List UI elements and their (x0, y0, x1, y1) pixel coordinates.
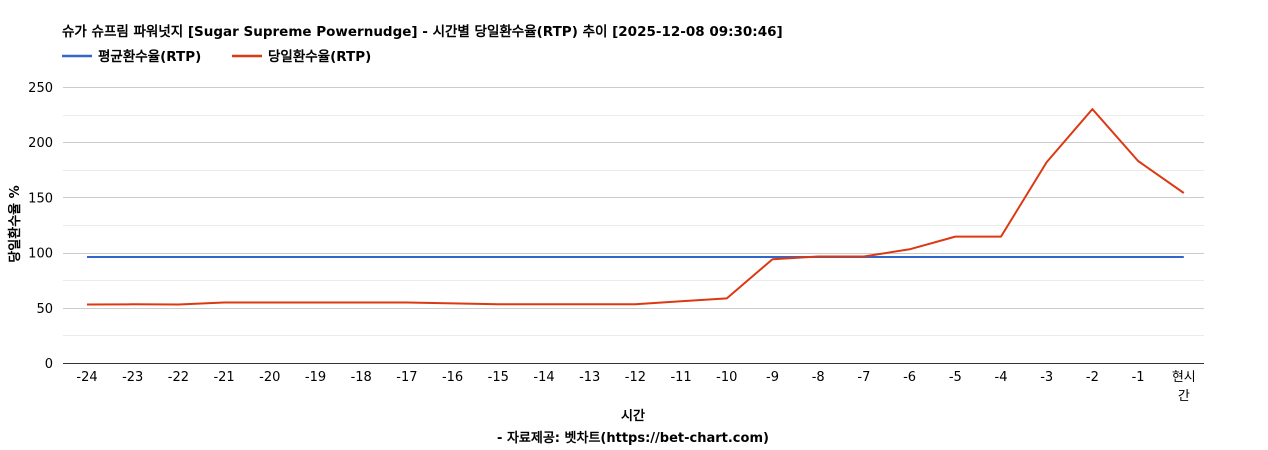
series-line-daily-rtp (86, 108, 1185, 306)
y-tick-label: 50 (36, 302, 53, 317)
chart-title: 슈가 슈프림 파워넛지 [Sugar Supreme Powernudge] -… (62, 23, 783, 40)
x-tick-label: -3 (1040, 370, 1053, 385)
x-tick-label: -6 (903, 370, 916, 385)
x-tick-label: 현시 간 (1172, 370, 1196, 404)
x-tick-label: -24 (76, 370, 97, 385)
series-lines (86, 108, 1185, 306)
x-tick-label: -9 (766, 370, 779, 385)
source-credit: - 자료제공: 벳차트(https://bet-chart.com) (497, 430, 769, 446)
y-axis-title: 당일환수율 % (7, 185, 23, 262)
legend: 평균환수율(RTP) 당일환수율(RTP) (62, 48, 371, 65)
x-tick-label: -1 (1132, 370, 1145, 385)
x-tick-label: -8 (812, 370, 825, 385)
legend-label-avg: 평균환수율(RTP) (98, 48, 201, 65)
x-tick-label: -5 (949, 370, 962, 385)
x-tick-label: -23 (122, 370, 143, 385)
legend-label-daily: 당일환수율(RTP) (268, 48, 371, 65)
y-tick-label: 150 (28, 191, 53, 206)
y-tick-label: 250 (28, 81, 53, 96)
y-axis-ticks: 0 50 100 150 200 250 (28, 81, 53, 372)
x-tick-label: -17 (396, 370, 417, 385)
x-tick-label: -21 (213, 370, 234, 385)
x-axis-ticks: -24 -23 -22 -21 -20 -19 -18 -17 -16 -15 -14 -13 -12 -… (76, 370, 1195, 404)
x-tick-label: -16 (442, 370, 463, 385)
x-tick-label: -12 (625, 370, 646, 385)
x-tick-label: -22 (168, 370, 189, 385)
x-tick-label: -14 (533, 370, 554, 385)
x-axis-title: 시간 (621, 408, 645, 424)
x-tick-label: -4 (995, 370, 1008, 385)
x-tick-label: -7 (857, 370, 870, 385)
x-tick-label: -20 (259, 370, 280, 385)
x-tick-label: -15 (488, 370, 509, 385)
grid (63, 87, 1204, 336)
y-tick-label: 200 (28, 136, 53, 151)
x-tick-label: -2 (1086, 370, 1099, 385)
y-tick-label: 100 (28, 247, 53, 262)
x-tick-label: -13 (579, 370, 600, 385)
x-tick-label: -11 (670, 370, 691, 385)
x-tick-label: -18 (351, 370, 372, 385)
x-tick-label: -19 (305, 370, 326, 385)
y-tick-label: 0 (45, 357, 53, 372)
x-tick-label: -10 (716, 370, 737, 385)
